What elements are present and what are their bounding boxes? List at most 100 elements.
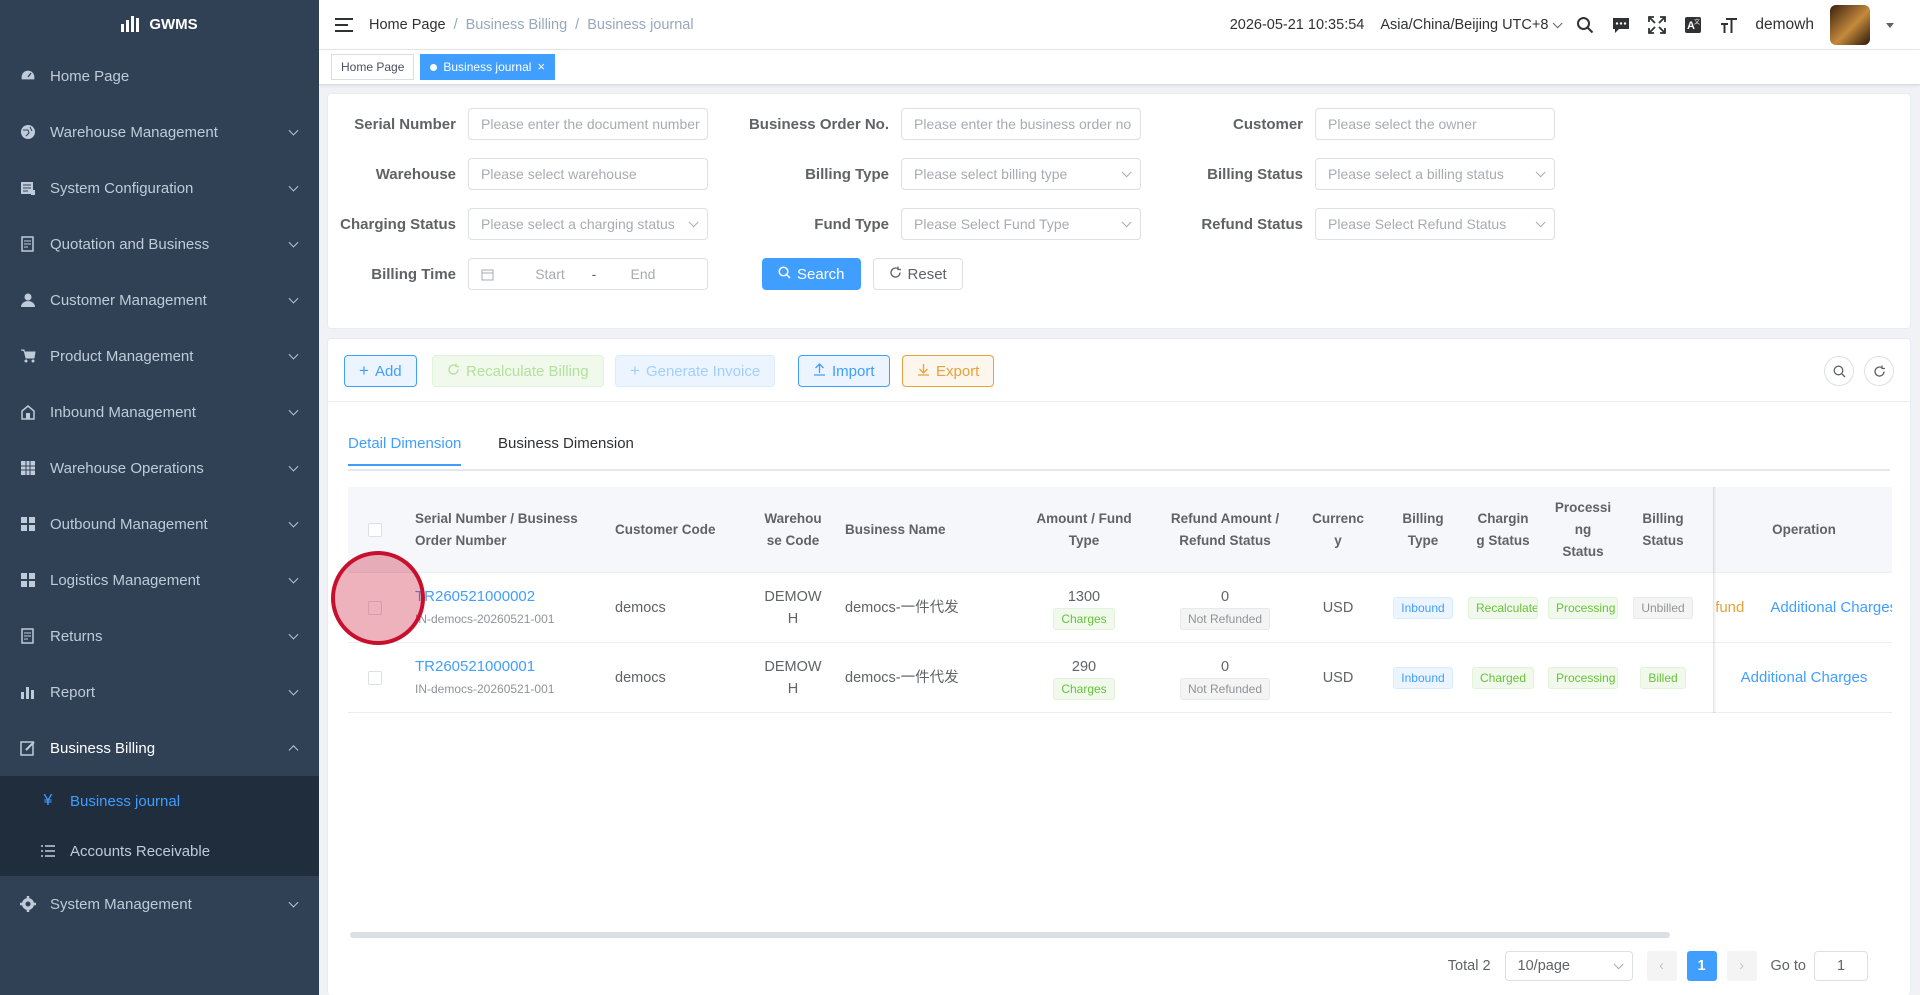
sidebar-item-system-configuration[interactable]: System Configuration	[0, 160, 319, 216]
sidebar-item-product-management[interactable]: Product Management	[0, 328, 319, 384]
billing-type-badge: Inbound	[1393, 596, 1453, 619]
business-order-input[interactable]: Please enter the business order no	[901, 108, 1141, 140]
refresh-table-button[interactable]	[1864, 356, 1894, 386]
sidebar-item-warehouse-operations[interactable]: Warehouse Operations	[0, 440, 319, 496]
billing-status-badge: Billed	[1640, 666, 1686, 689]
tab-business-dimension[interactable]: Business Dimension	[498, 435, 634, 452]
chevron-down-icon	[288, 405, 299, 416]
sidebar-item-quotation[interactable]: Quotation and Business	[0, 216, 319, 272]
top-header: Home Page / Business Billing / Business …	[319, 0, 1920, 50]
search-icon	[778, 265, 791, 283]
fund-type-label: Fund Type	[814, 215, 889, 233]
chevron-down-icon	[1121, 166, 1132, 177]
serial-number-label: Serial Number	[354, 115, 456, 133]
journal-table-panel: + Add Recalculate Billing + Generate Invoi…	[327, 338, 1911, 995]
hamburger-icon[interactable]	[335, 17, 353, 32]
billing-time-range[interactable]: Start - End	[468, 258, 708, 290]
goto-page-input[interactable]: 1	[1814, 951, 1868, 981]
additional-charges-link[interactable]: Additional Charges	[1770, 598, 1892, 616]
app-logo[interactable]: GWMS	[0, 0, 319, 48]
fund-type-badge: Charges	[1053, 677, 1115, 700]
sidebar-item-accounts-receivable[interactable]: Accounts Receivable	[0, 826, 319, 876]
import-button[interactable]: Import	[798, 355, 890, 387]
grid-icon	[20, 460, 36, 476]
additional-charges-link[interactable]: Additional Charges	[1740, 668, 1868, 686]
serial-number-link[interactable]: TR260521000002	[415, 587, 536, 605]
select-all-checkbox[interactable]	[368, 522, 382, 537]
generate-invoice-button[interactable]: + Generate Invoice	[615, 355, 776, 387]
dimension-tabs: Detail Dimension Business Dimension	[348, 427, 1890, 471]
next-page-button[interactable]: ›	[1726, 951, 1757, 981]
add-button[interactable]: + Add	[344, 355, 417, 387]
table-row: TR260521000002 IN-democs-20260521-001 dem…	[348, 573, 1892, 643]
avatar[interactable]	[1830, 5, 1870, 45]
refresh-icon	[1873, 365, 1885, 377]
chevron-down-icon	[288, 517, 299, 528]
username[interactable]: demowh	[1755, 16, 1814, 33]
toggle-search-button[interactable]	[1824, 356, 1854, 386]
recalculate-billing-button[interactable]: Recalculate Billing	[432, 355, 604, 387]
charging-status-select[interactable]: Please select a charging status	[468, 208, 708, 240]
serial-number-input[interactable]: Please enter the document number	[468, 108, 708, 140]
message-icon[interactable]	[1611, 15, 1631, 35]
export-button[interactable]: Export	[902, 355, 995, 387]
sidebar-item-outbound-management[interactable]: Outbound Management	[0, 496, 319, 552]
customer-select[interactable]: Please select the owner	[1315, 108, 1555, 140]
refund-link[interactable]: Refund	[1716, 598, 1745, 616]
prev-page-button[interactable]: ‹	[1646, 951, 1677, 981]
charging-status-badge: Recalculate	[1468, 596, 1538, 619]
billing-type-select[interactable]: Please select billing type	[901, 158, 1141, 190]
tag-business-journal[interactable]: Business journal ×	[420, 54, 556, 80]
fund-type-select[interactable]: Please Select Fund Type	[901, 208, 1141, 240]
reset-button[interactable]: Reset	[872, 258, 963, 290]
customer-label: Customer	[1232, 115, 1303, 133]
sidebar-item-business-journal[interactable]: ¥ Business journal	[0, 776, 319, 826]
fullscreen-icon[interactable]	[1647, 15, 1667, 35]
page-number-button[interactable]: 1	[1686, 951, 1717, 981]
timezone-select[interactable]: Asia/China/Beijing UTC+8	[1380, 17, 1563, 33]
search-button[interactable]: Search	[762, 258, 861, 290]
row-checkbox[interactable]	[368, 670, 382, 685]
warehouse-select[interactable]: Please select warehouse	[468, 158, 708, 190]
font-size-icon[interactable]	[1719, 15, 1739, 35]
sidebar-item-report[interactable]: Report	[0, 664, 319, 720]
chevron-down-icon	[288, 125, 299, 136]
sidebar-item-system-management[interactable]: System Management	[0, 876, 319, 932]
close-icon[interactable]: ×	[537, 59, 546, 74]
page-size-select[interactable]: 10/page	[1504, 951, 1633, 981]
customer-code: democs	[615, 599, 666, 616]
horizontal-scrollbar[interactable]	[350, 932, 1670, 938]
breadcrumb-home[interactable]: Home Page	[369, 16, 446, 33]
search-icon	[1833, 365, 1845, 377]
sidebar-item-inbound-management[interactable]: Inbound Management	[0, 384, 319, 440]
tags-view: Home Page Business journal ×	[319, 50, 1920, 85]
sidebar-item-returns[interactable]: Returns	[0, 608, 319, 664]
dashboard-icon	[20, 68, 36, 84]
sidebar-item-business-billing[interactable]: Business Billing	[0, 720, 319, 776]
charging-status-label: Charging Status	[340, 215, 456, 233]
header-amount: Amount / Fund Type	[1036, 510, 1132, 548]
order-number: IN-democs-20260521-001	[415, 611, 555, 626]
chevron-down-icon	[1535, 166, 1546, 177]
tag-home[interactable]: Home Page	[331, 54, 415, 80]
sidebar-item-logistics-management[interactable]: Logistics Management	[0, 552, 319, 608]
sidebar-item-warehouse-management[interactable]: Warehouse Management	[0, 104, 319, 160]
tab-detail-dimension[interactable]: Detail Dimension	[348, 435, 462, 466]
sidebar-item-home[interactable]: Home Page	[0, 48, 319, 104]
breadcrumb-billing: Business Billing	[465, 16, 568, 33]
inbound-icon	[20, 404, 36, 420]
bar-chart-icon	[20, 684, 36, 700]
caret-down-icon[interactable]	[1886, 22, 1894, 28]
header-processing-status: Processi ng Status	[1554, 499, 1612, 559]
search-icon[interactable]	[1575, 15, 1595, 35]
billing-status-select[interactable]: Please select a billing status	[1315, 158, 1555, 190]
billing-type-label: Billing Type	[805, 165, 889, 183]
refund-status-select[interactable]: Please Select Refund Status	[1315, 208, 1555, 240]
table-header: Serial Number / Business Order Number Cus…	[348, 487, 1892, 573]
billing-status-label: Billing Status	[1207, 165, 1303, 183]
upload-icon	[813, 362, 826, 380]
sidebar-item-customer-management[interactable]: Customer Management	[0, 272, 319, 328]
processing-status-badge: Processing	[1548, 666, 1618, 689]
serial-number-link[interactable]: TR260521000001	[415, 657, 536, 675]
